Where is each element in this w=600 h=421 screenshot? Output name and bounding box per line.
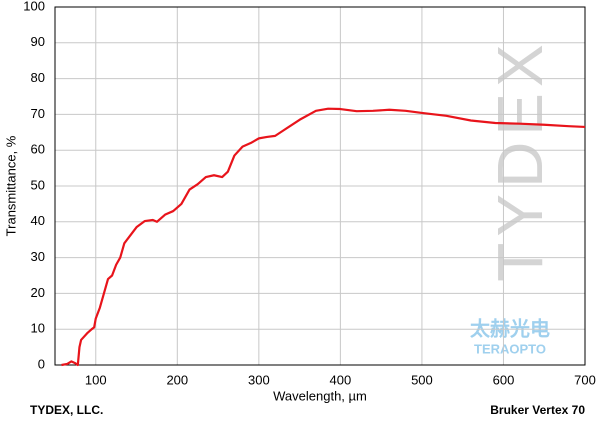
y-tick-label: 100 [23,0,45,13]
y-tick-label: 0 [38,356,45,371]
plot-frame [54,6,586,366]
y-tick-label: 80 [31,70,45,85]
y-tick-label: 10 [31,321,45,336]
footer-right: Bruker Vertex 70 [490,403,585,417]
x-axis-label: Wavelength, µm [273,388,367,403]
y-tick-label: 30 [31,249,45,264]
x-tick-label: 100 [85,372,107,387]
x-tick-label: 200 [166,372,188,387]
footer-left: TYDEX, LLC. [30,403,103,417]
x-tick-label: 400 [330,372,352,387]
x-tick-label: 300 [248,372,270,387]
y-tick-label: 40 [31,213,45,228]
watermark: TYDEX [484,38,556,281]
y-tick-label: 70 [31,106,45,121]
y-tick-label: 50 [31,177,45,192]
watermark: TERAOPTO [474,341,546,356]
watermark: 太赫光电 [470,316,550,340]
x-tick-label: 600 [493,372,515,387]
y-tick-label: 90 [31,34,45,49]
y-tick-label: 60 [31,142,45,157]
y-axis-label: Transmittance, % [3,135,18,236]
x-tick-label: 700 [574,372,596,387]
x-tick-label: 500 [411,372,433,387]
y-tick-label: 20 [31,285,45,300]
data-line [61,107,586,367]
